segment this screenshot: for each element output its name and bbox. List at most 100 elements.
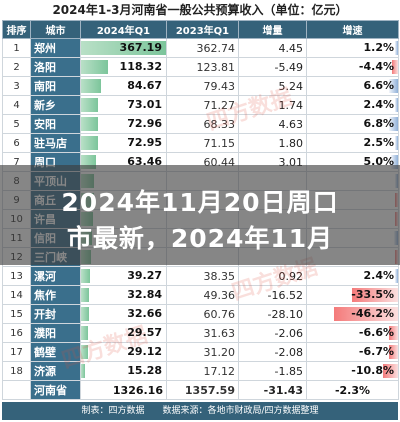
q24-bar [81,136,98,150]
rank-cell: 3 [2,76,31,96]
growth-value: -6.7% [358,345,394,358]
table-row: 5 安阳 72.96 68.33 4.63 6.8% [2,114,399,134]
q24-cell: 32.84 [80,285,167,305]
q23-cell: 38.35 [166,266,239,286]
q23-cell: 123.81 [166,57,239,77]
growth-cell: 2.4% [306,95,399,115]
city-cell: 开封 [30,304,81,324]
increase-cell: 1.74 [238,95,307,115]
increase-cell: -31.43 [238,380,307,400]
growth-bar [388,79,398,93]
city-cell: 南阳 [30,76,81,96]
growth-cell: 6.6% [306,76,399,96]
growth-value: -4.4% [358,60,394,73]
city-cell: 郑州 [30,38,81,58]
growth-cell: 2.5% [306,133,399,153]
growth-bar [391,60,398,74]
growth-value: 2.5% [363,136,394,149]
rank-cell: 16 [2,323,31,343]
growth-cell: 2.4% [306,266,399,286]
q24-cell: 29.57 [80,323,167,343]
q24-value: 84.67 [127,79,162,92]
growth-bar [388,345,398,359]
q23-cell: 1357.59 [166,380,239,400]
q23-cell: 68.33 [166,114,239,134]
chart-title: 2024年1-3月河南省一般公共预算收入（单位：亿元） [52,3,348,17]
increase-cell: -16.52 [238,285,307,305]
headline-line-2: 市最新，2024年11月 [66,224,334,253]
table-row: 4 新乡 73.01 71.27 1.74 2.4% [2,95,399,115]
increase-cell: -2.06 [238,323,307,343]
rank-cell: 15 [2,304,31,324]
q23-cell: 71.15 [166,133,239,153]
q24-bar [81,269,91,283]
q24-bar [81,117,98,131]
growth-bar [351,288,398,302]
rank-cell: 13 [2,266,31,286]
growth-value: 2.4% [363,98,394,111]
increase-cell: 1.80 [238,133,307,153]
q24-value: 32.84 [127,288,162,301]
growth-value: 2.4% [363,269,394,282]
table-row: 15 开封 32.66 60.76 -28.10 -46.2% [2,304,399,324]
q24-bar [81,364,85,378]
city-cell: 濮阳 [30,323,81,343]
city-cell: 新乡 [30,95,81,115]
growth-bar [334,307,398,321]
q24-cell: 118.32 [80,57,167,77]
q23-cell: 17.12 [166,361,239,381]
rank-cell: 4 [2,95,31,115]
growth-value: -6.6% [358,326,394,339]
city-cell: 漯河 [30,266,81,286]
growth-cell: -4.4% [306,57,399,77]
growth-cell: 5.0% [306,152,399,172]
growth-value: 6.8% [363,117,394,130]
q24-value: 15.28 [127,364,162,377]
col-rank: 排序 [2,20,31,39]
q23-cell: 31.63 [166,323,239,343]
q24-value: 63.46 [127,155,162,168]
rank-cell: 1 [2,38,31,58]
growth-bar [383,364,398,378]
table-row: 17 鹤壁 29.12 31.20 -2.08 -6.7% [2,342,399,362]
q24-bar [81,79,101,93]
q24-cell: 39.27 [80,266,167,286]
q24-value: 29.12 [127,345,162,358]
q24-cell: 367.19 [80,38,167,58]
rank-cell [2,380,31,400]
increase-cell: -1.85 [238,361,307,381]
col-q23: 2023年Q1 [166,20,239,39]
q24-value: 367.19 [119,41,162,54]
increase-cell: 5.24 [238,76,307,96]
city-cell: 鹤壁 [30,342,81,362]
table-row: 16 濮阳 29.57 31.63 -2.06 -6.6% [2,323,399,343]
city-cell: 河南省 [30,380,81,400]
growth-bar [395,41,398,55]
q24-value: 29.57 [127,326,162,339]
table-row: 14 焦作 32.84 49.36 -16.52 -33.5% [2,285,399,305]
q23-cell: 49.36 [166,285,239,305]
city-cell: 安阳 [30,114,81,134]
rank-cell: 5 [2,114,31,134]
q24-bar [81,326,88,340]
increase-cell: -2.08 [238,342,307,362]
increase-cell: 4.45 [238,38,307,58]
growth-bar [388,117,398,131]
rank-cell: 2 [2,57,31,77]
headline-line-1: 2024年11月20日周口 [61,188,339,217]
q24-bar [81,60,109,74]
growth-value: -33.5% [351,288,394,301]
growth-value: 6.6% [363,79,394,92]
q24-cell: 73.01 [80,95,167,115]
total-row: 河南省 1326.16 1357.59 -31.43 -2.3% [2,380,399,400]
q24-value: 72.96 [127,117,162,130]
col-increase: 增量 [238,20,307,39]
rank-cell: 14 [2,285,31,305]
q24-value: 32.66 [127,307,162,320]
city-cell: 驻马店 [30,133,81,153]
table-row: 18 济源 15.28 17.12 -1.85 -10.8% [2,361,399,381]
q24-cell: 15.28 [80,361,167,381]
growth-bar [394,98,398,112]
growth-bar [394,136,398,150]
